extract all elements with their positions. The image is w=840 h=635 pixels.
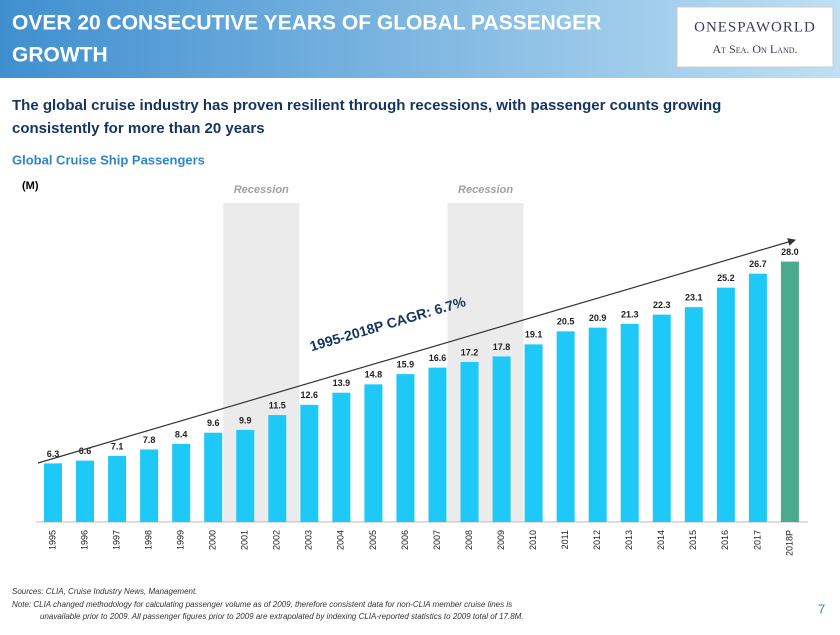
x-tick-label: 2017: [752, 530, 762, 550]
bar: [780, 261, 799, 522]
bar: [716, 287, 735, 522]
bar: [748, 273, 767, 522]
recession-band: [447, 203, 524, 522]
value-label: 6.6: [79, 446, 92, 456]
value-label: 17.8: [493, 342, 511, 352]
bar: [524, 344, 543, 522]
x-tick-label: 2007: [432, 530, 442, 550]
bar: [460, 362, 479, 522]
x-tick-label: 2016: [720, 530, 730, 550]
value-label: 12.6: [301, 390, 319, 400]
tagline: At Sea. On Land.: [713, 42, 798, 56]
recession-band: [223, 203, 300, 522]
value-label: 14.8: [365, 370, 383, 380]
title: GROWTH: [12, 44, 108, 67]
x-tick-label: 2002: [272, 530, 282, 550]
value-label: 6.3: [47, 449, 60, 459]
value-label: 7.1: [111, 441, 124, 451]
x-tick-label: 2015: [688, 530, 698, 550]
x-tick-label: 2003: [304, 530, 314, 550]
value-label: 22.3: [653, 300, 671, 310]
bar: [652, 314, 671, 522]
x-tick-label: 1999: [176, 530, 186, 550]
bar: [684, 307, 703, 522]
x-tick-label: 2000: [208, 530, 218, 550]
x-tick-label: 2018P: [784, 530, 794, 556]
value-label: 20.9: [589, 313, 607, 323]
title: OVER 20 CONSECUTIVE YEARS OF GLOBAL PASS…: [12, 12, 601, 35]
x-tick-label: 2006: [400, 530, 410, 550]
value-label: 11.5: [269, 400, 286, 410]
value-label: 7.8: [143, 435, 156, 445]
bar: [108, 455, 127, 522]
x-tick-label: 1997: [111, 530, 121, 550]
bar: [140, 449, 159, 522]
y-label: (M): [22, 180, 39, 192]
subtitle: consistently for more than 20 years: [12, 120, 265, 137]
note: Note: CLIA changed methodology for calcu…: [12, 600, 512, 609]
x-tick-label: 2009: [496, 530, 506, 550]
recession-label: Recession: [458, 184, 513, 196]
value-label: 9.6: [207, 418, 220, 428]
x-tick-label: 2004: [336, 530, 346, 550]
x-tick-label: 2010: [528, 530, 538, 550]
value-label: 15.9: [397, 360, 415, 370]
subtitle: The global cruise industry has proven re…: [12, 97, 721, 114]
x-tick-label: 2012: [592, 530, 602, 550]
bar: [588, 327, 607, 522]
bar: [300, 404, 319, 522]
bar: [428, 367, 447, 522]
value-label: 17.2: [461, 347, 479, 357]
value-label: 8.4: [175, 429, 188, 439]
x-tick-label: 2005: [368, 530, 378, 550]
bar: [172, 443, 191, 522]
recession-label: Recession: [234, 184, 289, 196]
logo: ONESPAWORLD: [694, 19, 816, 35]
x-tick-label: 2008: [464, 530, 474, 550]
logo-box: [676, 6, 834, 68]
bar: [492, 356, 511, 522]
chart-title: Global Cruise Ship Passengers: [12, 152, 205, 167]
bar: [236, 429, 255, 522]
bar: [76, 460, 95, 522]
bar: [204, 432, 223, 522]
bar: [268, 415, 287, 522]
x-tick-label: 2011: [560, 530, 570, 549]
value-label: 23.1: [685, 293, 703, 303]
x-tick-label: 1995: [47, 530, 57, 550]
page-number: 7: [818, 601, 825, 616]
bar: [44, 463, 62, 522]
value-label: 20.5: [557, 317, 575, 327]
value-label: 19.1: [525, 330, 543, 340]
value-label: 21.3: [621, 309, 639, 319]
note: unavailable prior to 2009. All passenger…: [40, 612, 524, 621]
x-tick-label: 2001: [240, 530, 250, 550]
x-tick-label: 2013: [624, 530, 634, 550]
x-tick-label: 2014: [656, 530, 666, 550]
value-label: 9.9: [239, 415, 252, 425]
value-label: 16.6: [429, 353, 447, 363]
bar: [556, 331, 575, 522]
value-label: 26.7: [749, 259, 767, 269]
value-label: 25.2: [717, 273, 735, 283]
value-label: 13.9: [333, 378, 351, 388]
sources: Sources: CLIA, Cruise Industry News, Man…: [12, 587, 197, 596]
bar: [332, 392, 351, 522]
bar: [396, 374, 415, 522]
x-tick-label: 1998: [143, 530, 153, 550]
value-label: 28.0: [781, 247, 799, 257]
x-tick-label: 1996: [79, 530, 89, 550]
bar: [620, 323, 639, 522]
bar: [364, 384, 383, 522]
trend-arrow: [37, 238, 796, 464]
